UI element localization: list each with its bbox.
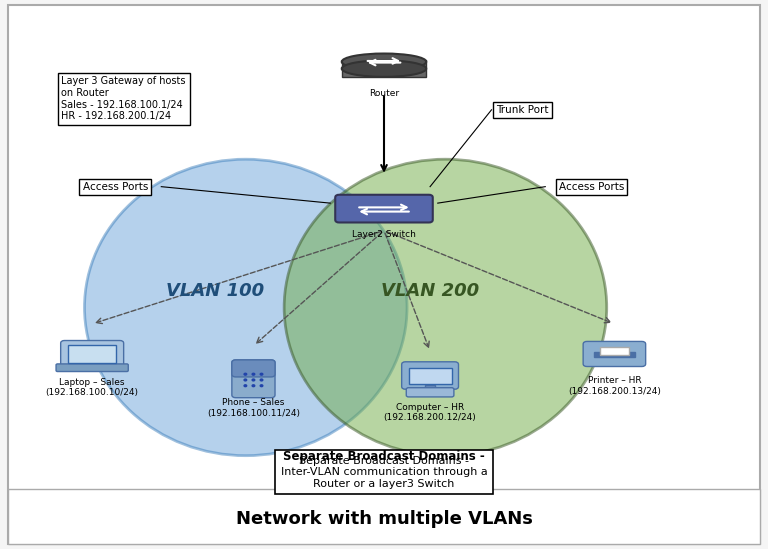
- FancyBboxPatch shape: [8, 5, 760, 544]
- FancyBboxPatch shape: [232, 360, 275, 397]
- Circle shape: [260, 373, 263, 375]
- Text: Phone – Sales
(192.168.100.11/24): Phone – Sales (192.168.100.11/24): [207, 399, 300, 418]
- Text: Access Ports: Access Ports: [82, 182, 148, 192]
- Text: Separate Broadcast Domains -: Separate Broadcast Domains -: [283, 450, 485, 463]
- Ellipse shape: [342, 60, 426, 77]
- FancyBboxPatch shape: [8, 489, 760, 544]
- FancyBboxPatch shape: [402, 362, 458, 389]
- FancyBboxPatch shape: [583, 341, 646, 367]
- Ellipse shape: [342, 54, 426, 70]
- Text: VLAN 200: VLAN 200: [381, 282, 479, 300]
- Ellipse shape: [284, 159, 607, 456]
- Circle shape: [244, 373, 247, 375]
- Circle shape: [252, 379, 255, 381]
- FancyBboxPatch shape: [406, 388, 454, 397]
- Circle shape: [252, 385, 255, 386]
- Text: Access Ports: Access Ports: [558, 182, 624, 192]
- FancyBboxPatch shape: [425, 385, 435, 391]
- Circle shape: [244, 385, 247, 386]
- FancyBboxPatch shape: [56, 364, 128, 372]
- Circle shape: [252, 373, 255, 375]
- FancyBboxPatch shape: [61, 340, 124, 368]
- FancyBboxPatch shape: [68, 345, 116, 363]
- FancyBboxPatch shape: [594, 352, 635, 357]
- Circle shape: [244, 379, 247, 381]
- Text: Network with multiple VLANs: Network with multiple VLANs: [236, 510, 532, 528]
- Text: Separate Broadcast Domains -
Inter-VLAN communication through a
Router or a laye: Separate Broadcast Domains - Inter-VLAN …: [280, 456, 488, 489]
- Ellipse shape: [84, 159, 407, 456]
- Text: Layer 3 Gateway of hosts
on Router
Sales - 192.168.100.1/24
HR - 192.168.200.1/2: Layer 3 Gateway of hosts on Router Sales…: [61, 76, 186, 121]
- Text: Trunk Port: Trunk Port: [496, 105, 548, 115]
- Text: VLAN 100: VLAN 100: [166, 282, 264, 300]
- FancyBboxPatch shape: [342, 60, 426, 77]
- Text: Computer – HR
(192.168.200.12/24): Computer – HR (192.168.200.12/24): [384, 403, 476, 422]
- FancyBboxPatch shape: [335, 195, 433, 222]
- FancyBboxPatch shape: [600, 347, 629, 355]
- Circle shape: [260, 385, 263, 386]
- Text: Printer – HR
(192.168.200.13/24): Printer – HR (192.168.200.13/24): [568, 377, 660, 396]
- FancyBboxPatch shape: [232, 360, 275, 377]
- FancyBboxPatch shape: [409, 368, 452, 384]
- Circle shape: [260, 379, 263, 381]
- Text: Layer2 Switch: Layer2 Switch: [352, 229, 416, 239]
- Text: Laptop – Sales
(192.168.100.10/24): Laptop – Sales (192.168.100.10/24): [45, 378, 139, 397]
- Text: Router: Router: [369, 89, 399, 98]
